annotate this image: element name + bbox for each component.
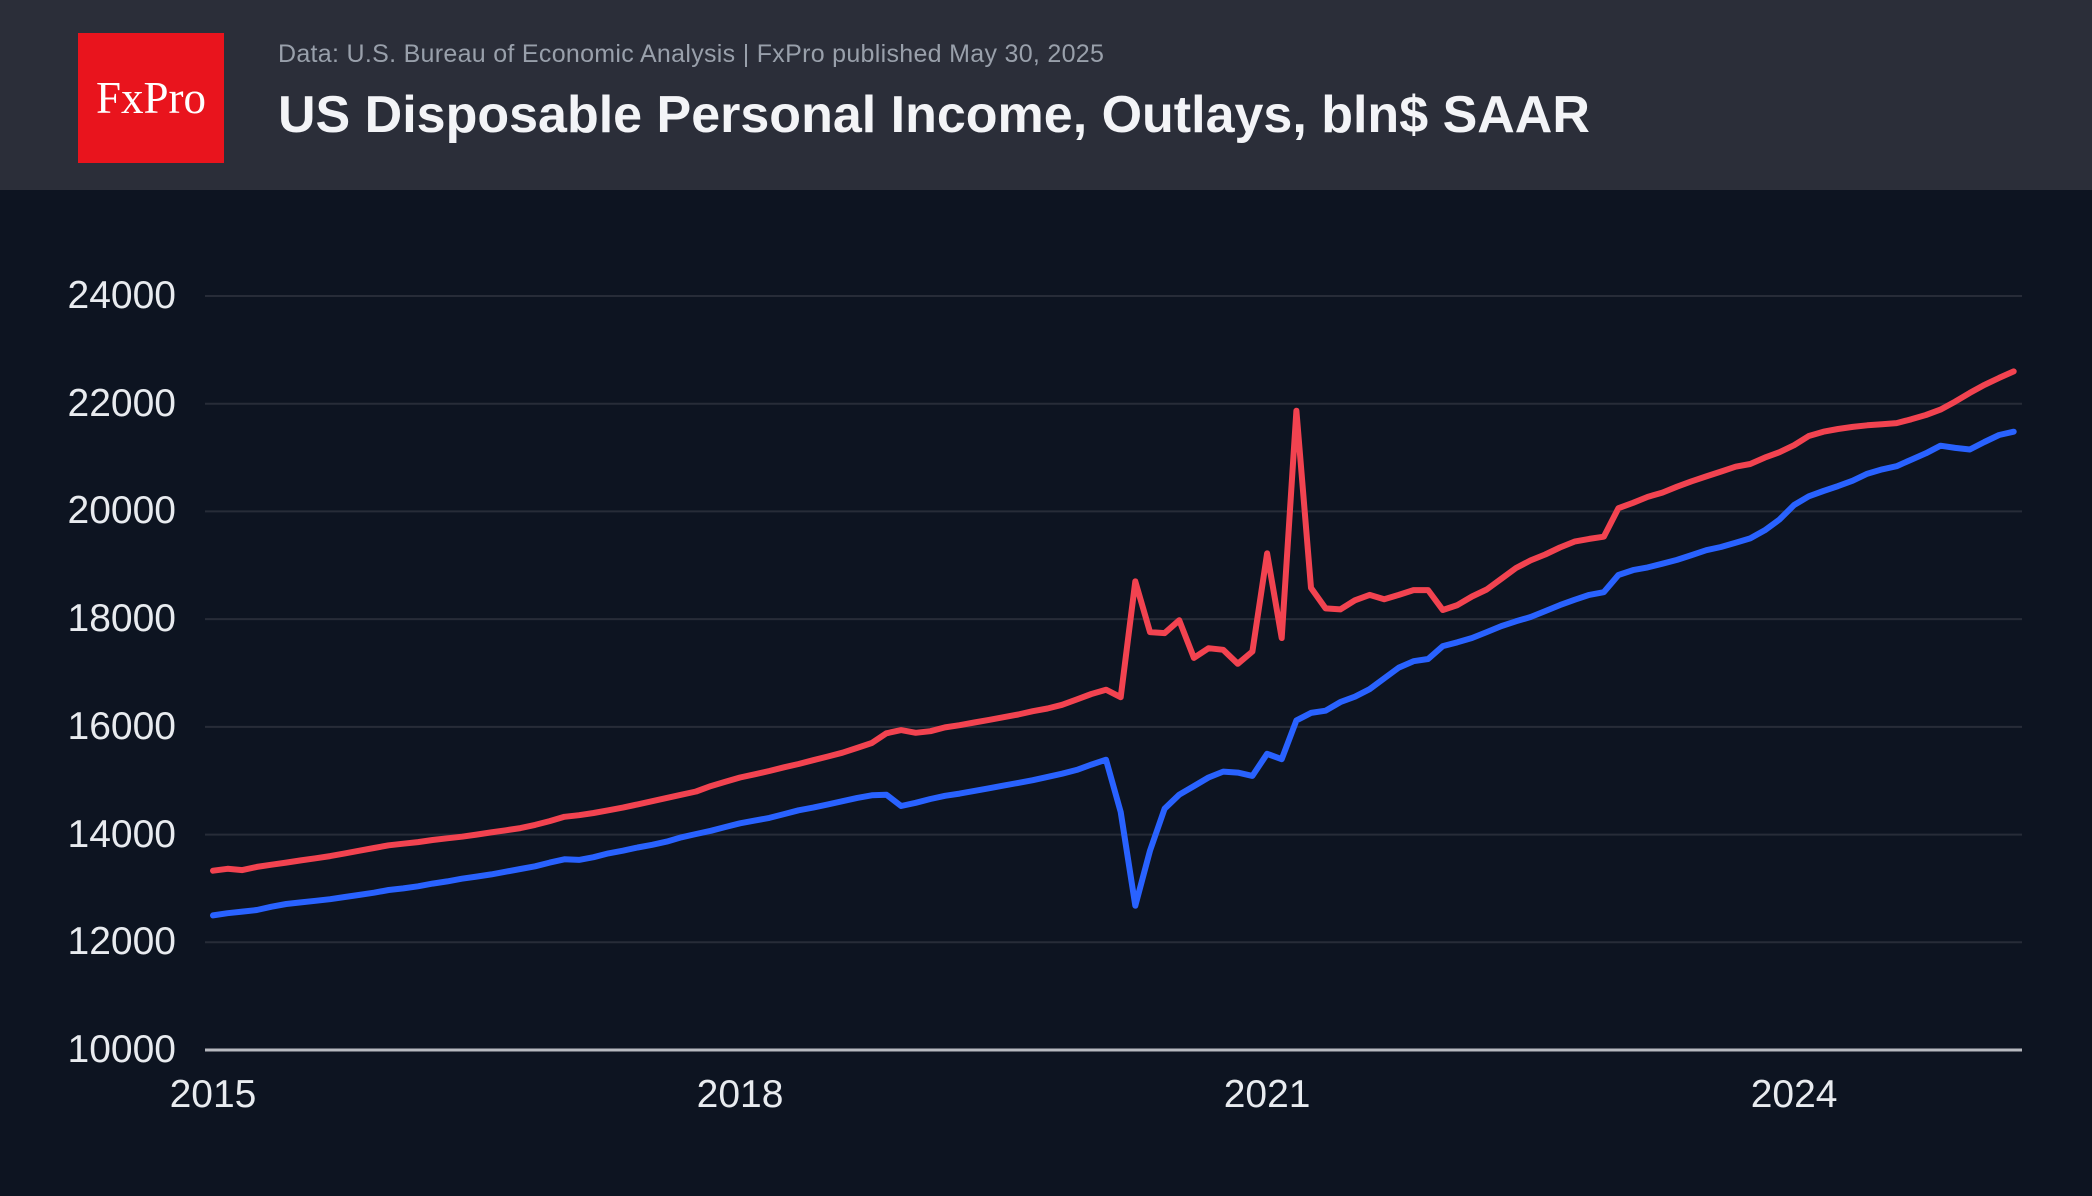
outlays-line [210, 428, 2017, 919]
y-tick-label: 18000 [67, 597, 176, 641]
y-tick-label: 22000 [67, 381, 176, 425]
x-tick-label: 2024 [1750, 1073, 1838, 1116]
income-line [210, 368, 2017, 874]
fxpro-logo-text: FxPro [95, 73, 207, 123]
x-tick-label: 2018 [696, 1073, 784, 1116]
y-tick-label: 14000 [67, 812, 176, 856]
x-tick-label: 2021 [1223, 1073, 1311, 1116]
header-text: Data: U.S. Bureau of Economic Analysis |… [278, 40, 1590, 145]
fxpro-logo: FxPro [78, 33, 224, 163]
source-line: Data: U.S. Bureau of Economic Analysis |… [278, 40, 1105, 68]
y-tick-label: 16000 [67, 704, 176, 748]
x-tick-label: 2015 [169, 1073, 257, 1116]
y-tick-label: 10000 [67, 1028, 176, 1071]
chart-title: US Disposable Personal Income, Outlays, … [278, 86, 1590, 144]
y-tick-label: 12000 [67, 920, 176, 964]
header: FxPro Data: U.S. Bureau of Economic Anal… [0, 0, 2092, 190]
y-tick-label: 20000 [67, 489, 176, 533]
y-tick-label: 24000 [67, 274, 176, 317]
